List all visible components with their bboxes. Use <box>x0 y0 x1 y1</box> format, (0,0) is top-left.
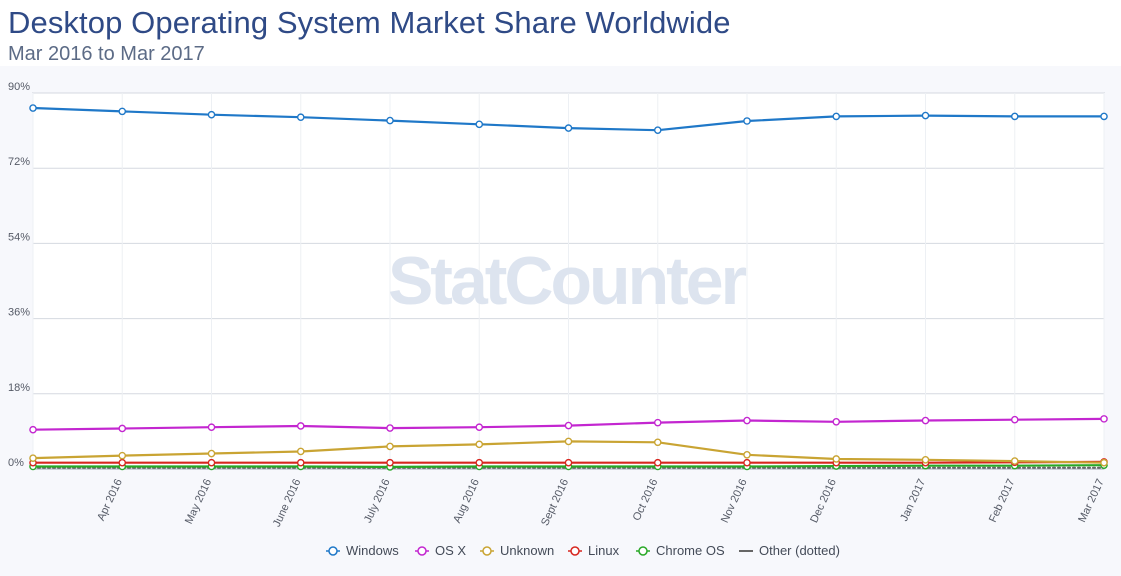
data-point-os-x <box>475 423 484 432</box>
data-point-linux <box>653 458 662 467</box>
data-point-windows <box>29 104 37 112</box>
legend-marker-windows <box>328 546 338 556</box>
legend-label-other-dotted: Other (dotted) <box>759 543 840 558</box>
legend-label-chrome-os: Chrome OS <box>656 543 725 558</box>
data-point-os-x <box>1010 415 1019 424</box>
legend-marker-unknown <box>482 546 492 556</box>
data-point-os-x <box>921 416 930 425</box>
data-point-windows <box>653 126 662 134</box>
legend-label-windows: Windows <box>346 543 399 558</box>
data-point-os-x <box>386 424 394 432</box>
data-point-windows <box>1010 112 1019 121</box>
x-tick-label: Apr 2016 <box>95 477 125 523</box>
data-point-windows <box>475 120 484 129</box>
chart-subtitle: Mar 2016 to Mar 2017 <box>8 43 205 65</box>
data-point-unknown <box>564 437 573 446</box>
data-point-windows <box>207 110 216 119</box>
data-point-unknown <box>1100 458 1108 467</box>
x-tick-label: Aug 2016 <box>451 477 482 525</box>
data-point-os-x <box>29 425 37 434</box>
x-tick-label: Nov 2016 <box>719 477 750 525</box>
data-point-os-x <box>564 421 573 430</box>
data-series <box>29 104 1108 471</box>
y-tick-label: 18% <box>8 382 30 394</box>
legend-marker-os-x <box>417 546 427 556</box>
x-tick-label: Mar 2017 <box>1076 477 1107 524</box>
data-point-windows <box>832 112 841 121</box>
data-point-unknown <box>207 449 216 458</box>
data-point-os-x <box>207 423 216 432</box>
x-tick-label: May 2016 <box>183 477 214 526</box>
data-point-linux <box>564 458 573 467</box>
data-point-unknown <box>743 450 751 459</box>
y-tick-label: 0% <box>8 457 24 469</box>
data-point-os-x <box>653 418 662 427</box>
y-tick-label: 36% <box>8 307 30 319</box>
data-point-linux <box>743 458 751 467</box>
data-point-windows <box>921 111 930 120</box>
data-point-os-x <box>296 422 305 430</box>
data-point-unknown <box>1010 457 1019 465</box>
legend-label-unknown: Unknown <box>500 543 554 558</box>
data-point-windows <box>296 113 305 122</box>
data-point-os-x <box>743 416 751 425</box>
data-point-windows <box>564 124 573 132</box>
data-point-unknown <box>832 455 841 463</box>
data-point-unknown <box>653 438 662 447</box>
data-point-windows <box>743 117 751 125</box>
data-point-linux <box>118 458 127 467</box>
y-tick-label: 54% <box>8 231 30 243</box>
legend-marker-chrome-os <box>638 546 648 556</box>
x-tick-label: Jan 2017 <box>898 477 928 523</box>
data-point-os-x <box>832 417 841 426</box>
legend: Windows OS X Unknown Linux Chrome OS Other (d… <box>326 543 840 558</box>
x-tick-label: Dec 2016 <box>808 477 839 525</box>
chart-title: Desktop Operating System Market Share Wo… <box>8 5 731 40</box>
data-point-linux <box>207 458 216 467</box>
y-tick-label: 72% <box>8 156 30 168</box>
data-point-unknown <box>118 451 127 460</box>
data-point-os-x <box>1100 415 1108 423</box>
data-point-windows <box>386 116 394 125</box>
data-point-unknown <box>29 454 37 462</box>
x-tick-label: Oct 2016 <box>631 477 661 523</box>
data-point-unknown <box>296 447 305 456</box>
x-tick-label: Feb 2017 <box>987 477 1018 524</box>
data-point-linux <box>386 458 394 467</box>
data-point-unknown <box>475 440 484 449</box>
data-point-windows <box>118 107 127 116</box>
legend-label-linux: Linux <box>588 543 620 558</box>
data-point-linux <box>475 458 484 467</box>
data-point-windows <box>1100 112 1108 121</box>
legend-label-os-x: OS X <box>435 543 466 558</box>
x-tick-label: June 2016 <box>271 477 304 529</box>
data-point-unknown <box>386 442 394 451</box>
y-tick-label: 90% <box>8 81 30 93</box>
chart-header: Desktop Operating System Market Share Wo… <box>8 4 1108 66</box>
x-tick-label: July 2016 <box>362 477 393 525</box>
watermark: StatCounter <box>388 243 747 319</box>
x-tick-label: Sept 2016 <box>539 477 571 528</box>
legend-marker-linux <box>570 546 580 556</box>
data-point-unknown <box>921 456 930 464</box>
data-point-linux <box>296 458 305 467</box>
data-point-os-x <box>118 424 127 433</box>
